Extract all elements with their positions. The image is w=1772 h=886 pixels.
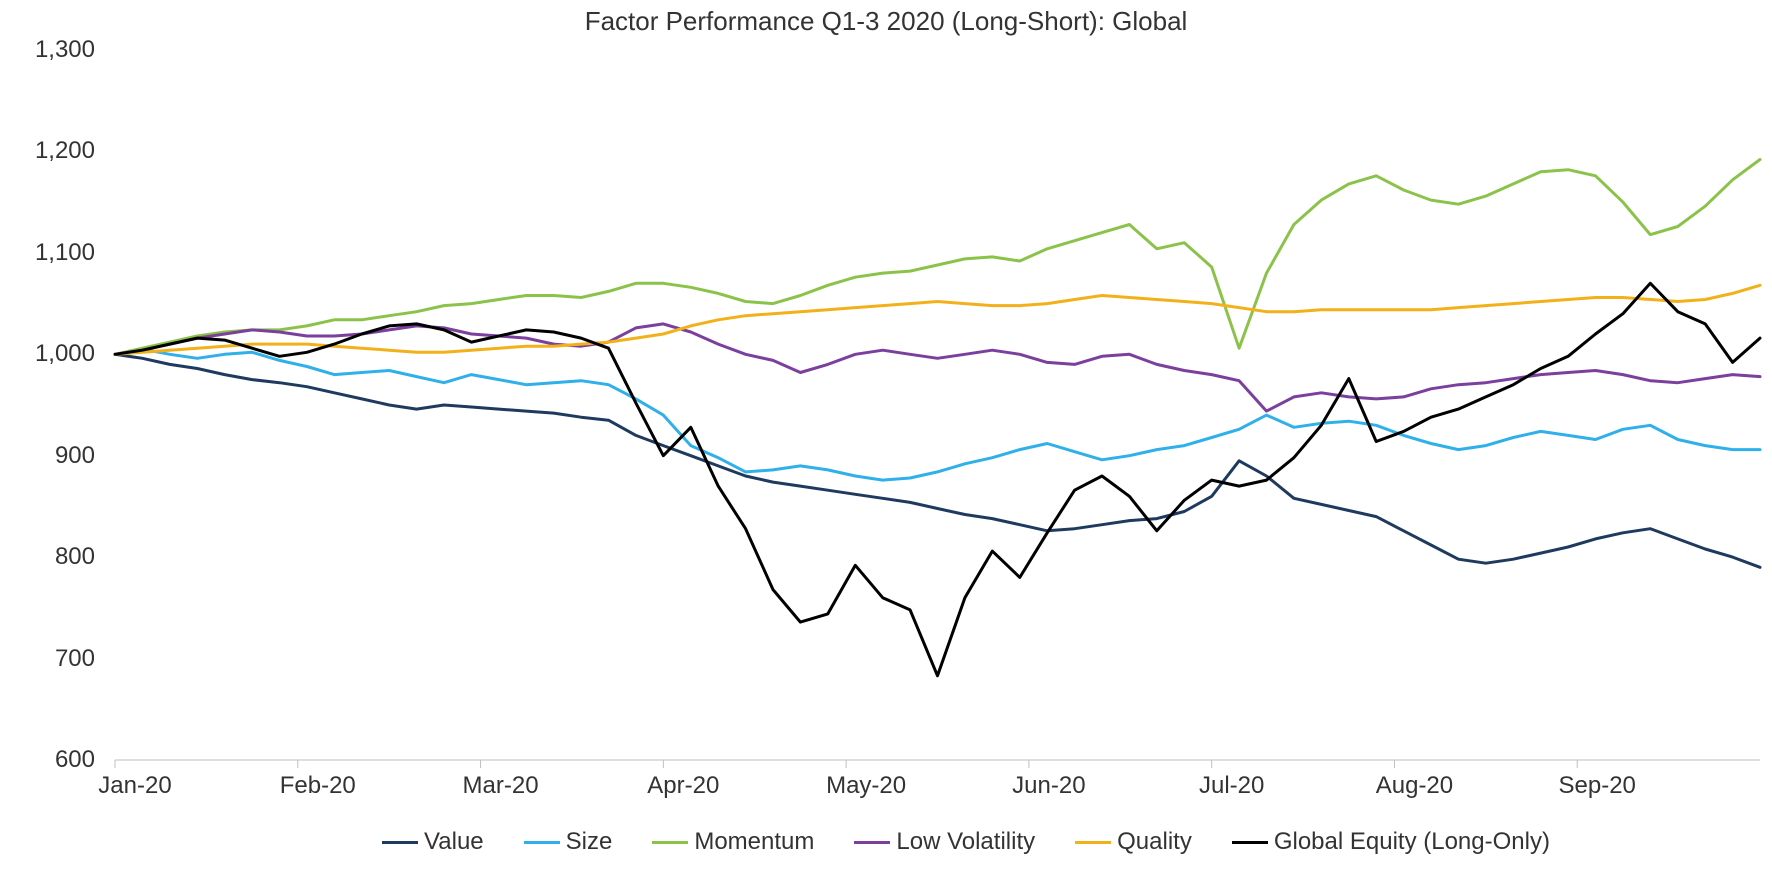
y-tick-label: 1,000 [0,340,95,368]
x-tick-label: Jan-20 [75,772,195,800]
series-line-momentum [115,160,1760,355]
y-tick-label: 800 [0,543,95,571]
chart-container: Factor Performance Q1-3 2020 (Long-Short… [0,0,1772,886]
legend-item-size: Size [524,828,613,856]
legend-item-momentum: Momentum [652,828,814,856]
x-tick-label: Jun-20 [989,772,1109,800]
legend-label: Quality [1117,828,1192,856]
legend-swatch [1075,841,1111,844]
x-tick-label: Mar-20 [441,772,561,800]
legend-label: Size [566,828,613,856]
legend-label: Low Volatility [896,828,1035,856]
y-tick-label: 1,100 [0,239,95,267]
legend-swatch [854,841,890,844]
x-tick-label: Apr-20 [623,772,743,800]
x-tick-label: May-20 [806,772,926,800]
legend-swatch [652,841,688,844]
legend-label: Global Equity (Long-Only) [1274,828,1550,856]
legend-label: Value [424,828,484,856]
legend-item-global-equity-long-only-: Global Equity (Long-Only) [1232,828,1550,856]
legend-item-value: Value [382,828,484,856]
chart-legend: Value Size Momentum Low Volatility Quality Gl… [200,828,1732,856]
legend-swatch [524,841,560,844]
chart-plot-svg [0,0,1772,886]
series-line-global-equity-long-only- [115,283,1760,676]
y-tick-label: 700 [0,645,95,673]
x-tick-label: Aug-20 [1354,772,1474,800]
legend-label: Momentum [694,828,814,856]
y-tick-label: 600 [0,746,95,774]
series-line-size [115,349,1760,480]
legend-item-quality: Quality [1075,828,1192,856]
x-tick-label: Sep-20 [1537,772,1657,800]
x-tick-label: Feb-20 [258,772,378,800]
y-tick-label: 1,200 [0,137,95,165]
legend-item-low-volatility: Low Volatility [854,828,1035,856]
y-tick-label: 1,300 [0,36,95,64]
y-tick-label: 900 [0,442,95,470]
legend-swatch [1232,841,1268,844]
x-tick-label: Jul-20 [1172,772,1292,800]
legend-swatch [382,841,418,844]
